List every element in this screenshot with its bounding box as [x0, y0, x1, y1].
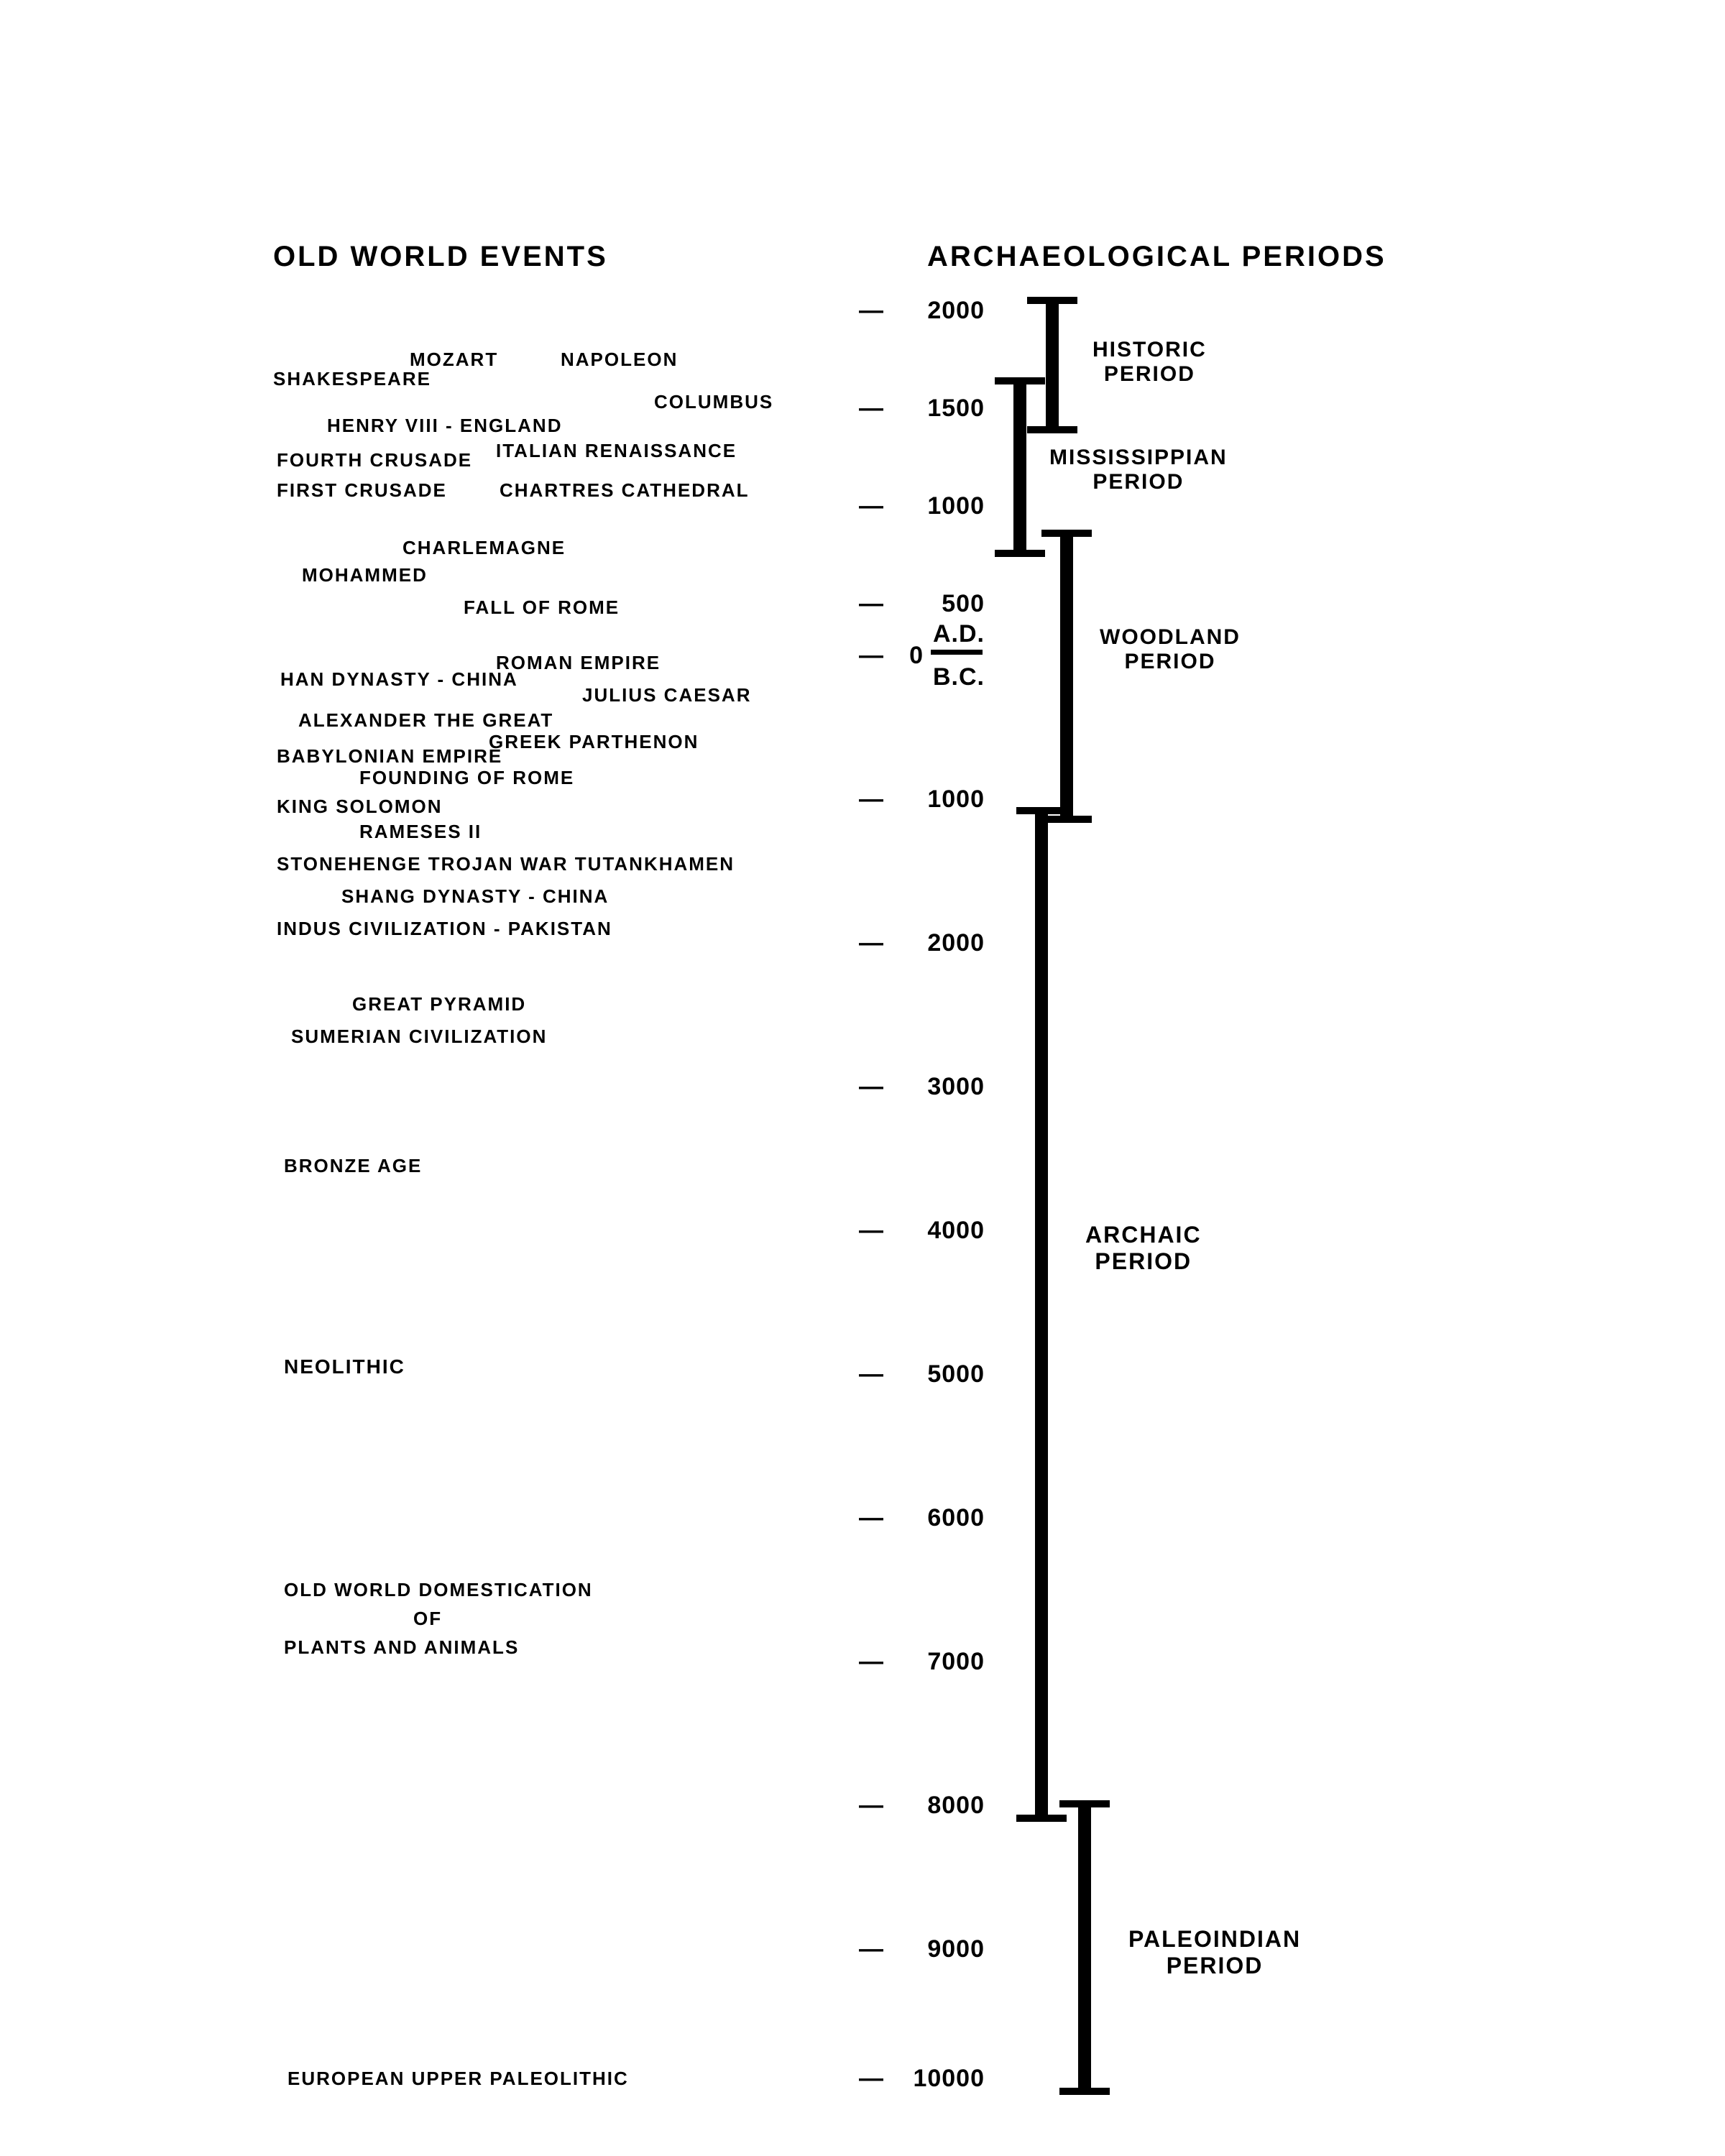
- axis-tick-label: 4000: [0, 1217, 985, 1245]
- event-label: BABYLONIAN EMPIRE: [277, 745, 502, 768]
- period-bar-cap: [995, 377, 1045, 384]
- event-label: ALEXANDER THE GREAT: [298, 709, 553, 732]
- event-label: GREEK PARTHENON: [489, 731, 699, 753]
- event-label: SHANG DYNASTY - CHINA: [341, 885, 609, 908]
- period-label-woodland: WOODLANDPERIOD: [1100, 625, 1241, 674]
- period-bar-cap: [1027, 426, 1077, 433]
- period-bar-mississippian: [1013, 381, 1026, 553]
- timeline-canvas: OLD WORLD EVENTS ARCHAEOLOGICAL PERIODS …: [0, 0, 1725, 2156]
- period-bar-cap: [1041, 816, 1092, 823]
- period-bar-cap: [995, 550, 1045, 557]
- period-label-line: WOODLAND: [1100, 625, 1241, 650]
- period-label-line: MISSISSIPPIAN: [1049, 446, 1228, 470]
- period-bar-cap: [1059, 1800, 1110, 1807]
- event-label: CHARLEMAGNE: [402, 537, 566, 559]
- event-label: STONEHENGE TROJAN WAR TUTANKHAMEN: [277, 853, 735, 875]
- period-bar-historic: [1046, 300, 1059, 430]
- period-label-paleoindian: PALEOINDIANPERIOD: [1128, 1926, 1301, 1979]
- event-label: FIRST CRUSADE: [277, 479, 447, 502]
- period-bar-archaic: [1035, 811, 1048, 1818]
- event-label: ROMAN EMPIRE: [496, 652, 661, 674]
- event-label: INDUS CIVILIZATION - PAKISTAN: [277, 918, 612, 940]
- event-label: BRONZE AGE: [284, 1155, 422, 1177]
- event-label: MOHAMMED: [302, 564, 428, 586]
- period-bar-paleoindian: [1078, 1804, 1091, 2091]
- period-label-line: PALEOINDIAN: [1128, 1926, 1301, 1953]
- axis-tick-label: 8000: [0, 1792, 985, 1820]
- title-old-world-events: OLD WORLD EVENTS: [273, 241, 608, 273]
- event-label: NAPOLEON: [561, 349, 678, 371]
- period-label-mississippian: MISSISSIPPIANPERIOD: [1049, 446, 1228, 494]
- period-label-archaic: ARCHAICPERIOD: [1085, 1222, 1202, 1275]
- event-label: GREAT PYRAMID: [352, 993, 526, 1015]
- event-label: EUROPEAN UPPER PALEOLITHIC: [288, 2068, 629, 2090]
- event-label: NEOLITHIC: [284, 1355, 405, 1378]
- title-archaeological-periods: ARCHAEOLOGICAL PERIODS: [927, 241, 1386, 273]
- period-label-line: HISTORIC: [1092, 338, 1207, 362]
- period-bar-cap: [1059, 2088, 1110, 2095]
- period-label-line: ARCHAIC: [1085, 1222, 1202, 1248]
- axis-tick-label: 5000: [0, 1360, 985, 1388]
- period-bar-cap: [1016, 1815, 1067, 1822]
- period-bar-woodland: [1060, 533, 1073, 819]
- period-label-line: PERIOD: [1092, 362, 1207, 387]
- period-label-line: PERIOD: [1100, 650, 1241, 674]
- event-label: FOURTH CRUSADE: [277, 449, 472, 471]
- period-bar-cap: [1041, 530, 1092, 537]
- event-label: ITALIAN RENAISSANCE: [496, 440, 737, 462]
- period-bar-cap: [1027, 297, 1077, 304]
- axis-tick-label: 3000: [0, 1073, 985, 1101]
- axis-tick-label: 2000: [0, 297, 985, 325]
- event-label: PLANTS AND ANIMALS: [284, 1636, 519, 1659]
- event-label: FALL OF ROME: [464, 596, 620, 619]
- period-label-historic: HISTORICPERIOD: [1092, 338, 1207, 387]
- event-label: KING SOLOMON: [277, 796, 443, 818]
- event-label: JULIUS CAESAR: [582, 684, 751, 706]
- event-label: OF: [413, 1608, 442, 1630]
- event-label: HENRY VIII - ENGLAND: [327, 415, 562, 437]
- axis-tick-label: 6000: [0, 1504, 985, 1532]
- event-label: HAN DYNASTY - CHINA: [280, 668, 518, 691]
- period-label-line: PERIOD: [1049, 470, 1228, 494]
- event-label: FOUNDING OF ROME: [359, 767, 574, 789]
- period-label-line: PERIOD: [1085, 1248, 1202, 1275]
- period-bar-cap: [1016, 807, 1067, 814]
- event-label: SHAKESPEARE: [273, 368, 431, 390]
- axis-tick-label: 1000: [0, 492, 985, 520]
- event-label: OLD WORLD DOMESTICATION: [284, 1579, 593, 1601]
- period-label-line: PERIOD: [1128, 1953, 1301, 1979]
- event-label: COLUMBUS: [654, 391, 773, 413]
- event-label: SUMERIAN CIVILIZATION: [291, 1026, 547, 1048]
- axis-tick-label: 1000: [0, 786, 985, 814]
- event-label: CHARTRES CATHEDRAL: [500, 479, 750, 502]
- zero-ad-bc-divider: [931, 650, 983, 655]
- event-label: RAMESES II: [359, 821, 482, 843]
- axis-tick-label: 9000: [0, 1935, 985, 1963]
